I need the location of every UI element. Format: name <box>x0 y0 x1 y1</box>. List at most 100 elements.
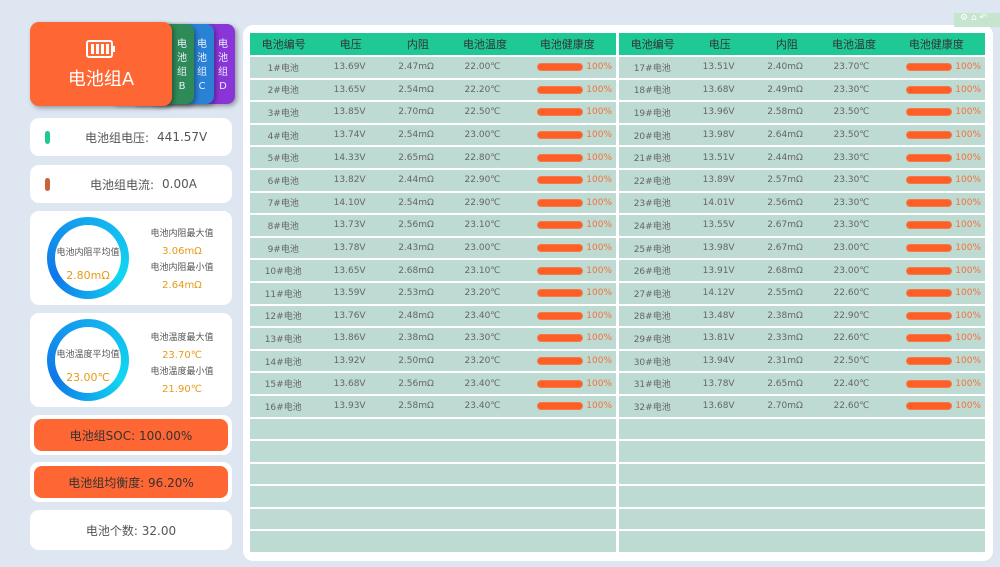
table-cell: 13.91V <box>702 265 735 276</box>
table-cell: 4#电池 <box>267 131 299 142</box>
health-cell: 100% <box>885 62 985 72</box>
battery-count: 电池个数: 32.00 <box>85 523 177 538</box>
table-cell: 13.98V <box>702 130 735 141</box>
group-voltage-card: 电池组电压: 441.57V <box>30 118 232 156</box>
table-row: 28#电池 13.48V 2.38mΩ 22.90℃ 100% <box>619 305 985 327</box>
table-cell: 13.65V <box>333 265 366 276</box>
table-row: 12#电池 13.76V 2.48mΩ 23.40℃ 100% <box>250 305 616 327</box>
table-cell: 8#电池 <box>267 221 299 232</box>
health-progress-bar <box>906 221 953 230</box>
current-value: 0.00A <box>162 177 197 191</box>
battery-table-panel: 电池编号 电压 内阻 电池温度 电池健康度 1#电池 13.69V 2.47mΩ 22.00℃ 1… <box>243 25 993 561</box>
table-cell: 23#电池 <box>633 199 671 210</box>
table-cell: 22.50℃ <box>464 107 501 118</box>
table-row: 6#电池 13.82V 2.44mΩ 22.90℃ 100% <box>250 169 616 191</box>
table-cell: 13.94V <box>702 356 735 367</box>
resistance-avg-value: 2.80mΩ <box>66 269 110 282</box>
table-cell: 2.48mΩ <box>398 310 434 321</box>
table-cell: 2.57mΩ <box>767 175 803 186</box>
health-progress-bar <box>537 289 584 298</box>
health-cell: 100% <box>516 62 616 72</box>
health-progress-bar <box>537 334 584 343</box>
tab-group-a[interactable]: 电池组A <box>30 22 172 106</box>
table-cell: 13.98V <box>702 243 735 254</box>
table-cell: 2.70mΩ <box>767 401 803 412</box>
table-cell: 2.65mΩ <box>767 378 803 389</box>
resistance-min-value: 2.64mΩ <box>162 280 202 291</box>
table-cell: 2.65mΩ <box>398 152 434 163</box>
table-cell: 2.58mΩ <box>398 401 434 412</box>
table-cell: 23.30℃ <box>464 333 501 344</box>
table-cell: 13.86V <box>333 333 366 344</box>
health-cell: 100% <box>516 379 616 389</box>
table-row: 29#电池 13.81V 2.33mΩ 22.60℃ 100% <box>619 328 985 349</box>
table-row: 5#电池 14.33V 2.65mΩ 22.80℃ 100% <box>250 147 616 168</box>
table-row: 16#电池 13.93V 2.58mΩ 23.40℃ 100% <box>250 395 616 417</box>
table-cell: 13.85V <box>333 107 366 118</box>
back-icon[interactable]: ↶ <box>979 13 988 23</box>
table-cell: 23.70℃ <box>833 62 870 73</box>
temperature-avg-value: 23.00℃ <box>66 371 110 384</box>
table-cell: 23.00℃ <box>833 265 870 276</box>
table-row <box>619 531 985 553</box>
table-cell: 2.68mΩ <box>398 265 434 276</box>
table-cell: 19#电池 <box>633 108 671 119</box>
table-cell: 2.33mΩ <box>767 333 803 344</box>
table-cell: 2.31mΩ <box>767 356 803 367</box>
health-cell: 100% <box>885 311 985 321</box>
health-progress-bar <box>537 85 584 94</box>
table-row <box>250 531 616 553</box>
table-cell: 23.40℃ <box>464 378 501 389</box>
home-icon[interactable]: ⌂ <box>970 13 977 23</box>
health-cell: 100% <box>885 220 985 230</box>
table-row <box>250 418 616 440</box>
column-header: 电池温度 <box>832 38 877 51</box>
table-cell: 18#电池 <box>633 86 671 97</box>
health-progress-bar <box>906 63 953 72</box>
table-cell: 23.50℃ <box>833 130 870 141</box>
toolbar: ⚙ ⌂ ↶ <box>954 13 1000 27</box>
table-cell: 13.51V <box>702 62 735 73</box>
health-progress-bar <box>906 153 953 162</box>
health-progress-bar <box>537 108 584 117</box>
table-row <box>619 418 985 440</box>
table-row <box>619 441 985 462</box>
resistance-card: 电池内阻平均值 2.80mΩ 电池内阻最大值 3.06mΩ 电池内阻最小值 2.64mΩ <box>30 211 232 305</box>
table-cell: 13.55V <box>702 220 735 231</box>
table-cell: 23.00℃ <box>464 243 501 254</box>
table-row: 14#电池 13.92V 2.50mΩ 23.20℃ 100% <box>250 350 616 372</box>
table-cell: 13.78V <box>333 243 366 254</box>
health-progress-bar <box>906 311 953 320</box>
table-cell: 13.76V <box>333 310 366 321</box>
settings-icon[interactable]: ⚙ <box>960 13 969 23</box>
table-row: 4#电池 13.74V 2.54mΩ 23.00℃ 100% <box>250 124 616 146</box>
health-cell: 100% <box>885 130 985 140</box>
table-cell: 23.30℃ <box>833 152 870 163</box>
column-header: 内阻 <box>406 38 429 51</box>
table-cell: 14.10V <box>333 197 366 208</box>
column-header: 电池编号 <box>261 38 306 51</box>
table-cell: 13.48V <box>702 310 735 321</box>
health-progress-bar <box>537 311 584 320</box>
count-card: 电池个数: 32.00 <box>30 510 232 550</box>
health-cell: 100% <box>885 288 985 298</box>
table-cell: 2.67mΩ <box>767 220 803 231</box>
table-cell: 14.12V <box>702 288 735 299</box>
table-cell: 28#电池 <box>633 312 671 323</box>
table-cell: 22.80℃ <box>464 152 501 163</box>
table-row: 11#电池 13.59V 2.53mΩ 23.20℃ 100% <box>250 282 616 304</box>
table-cell: 17#电池 <box>633 63 671 74</box>
table-cell: 14.01V <box>702 197 735 208</box>
table-cell: 23.40℃ <box>464 310 501 321</box>
table-cell: 2.54mΩ <box>398 84 434 95</box>
health-cell: 100% <box>885 379 985 389</box>
table-cell: 13.89V <box>702 175 735 186</box>
table-cell: 24#电池 <box>633 221 671 232</box>
temperature-max-value: 23.70℃ <box>162 350 202 361</box>
health-cell: 100% <box>516 311 616 321</box>
health-progress-bar <box>537 176 584 185</box>
temperature-min-value: 21.90℃ <box>162 384 202 395</box>
table-cell: 2.54mΩ <box>398 130 434 141</box>
table-cell: 23.50℃ <box>833 107 870 118</box>
table-cell: 14#电池 <box>264 357 302 368</box>
